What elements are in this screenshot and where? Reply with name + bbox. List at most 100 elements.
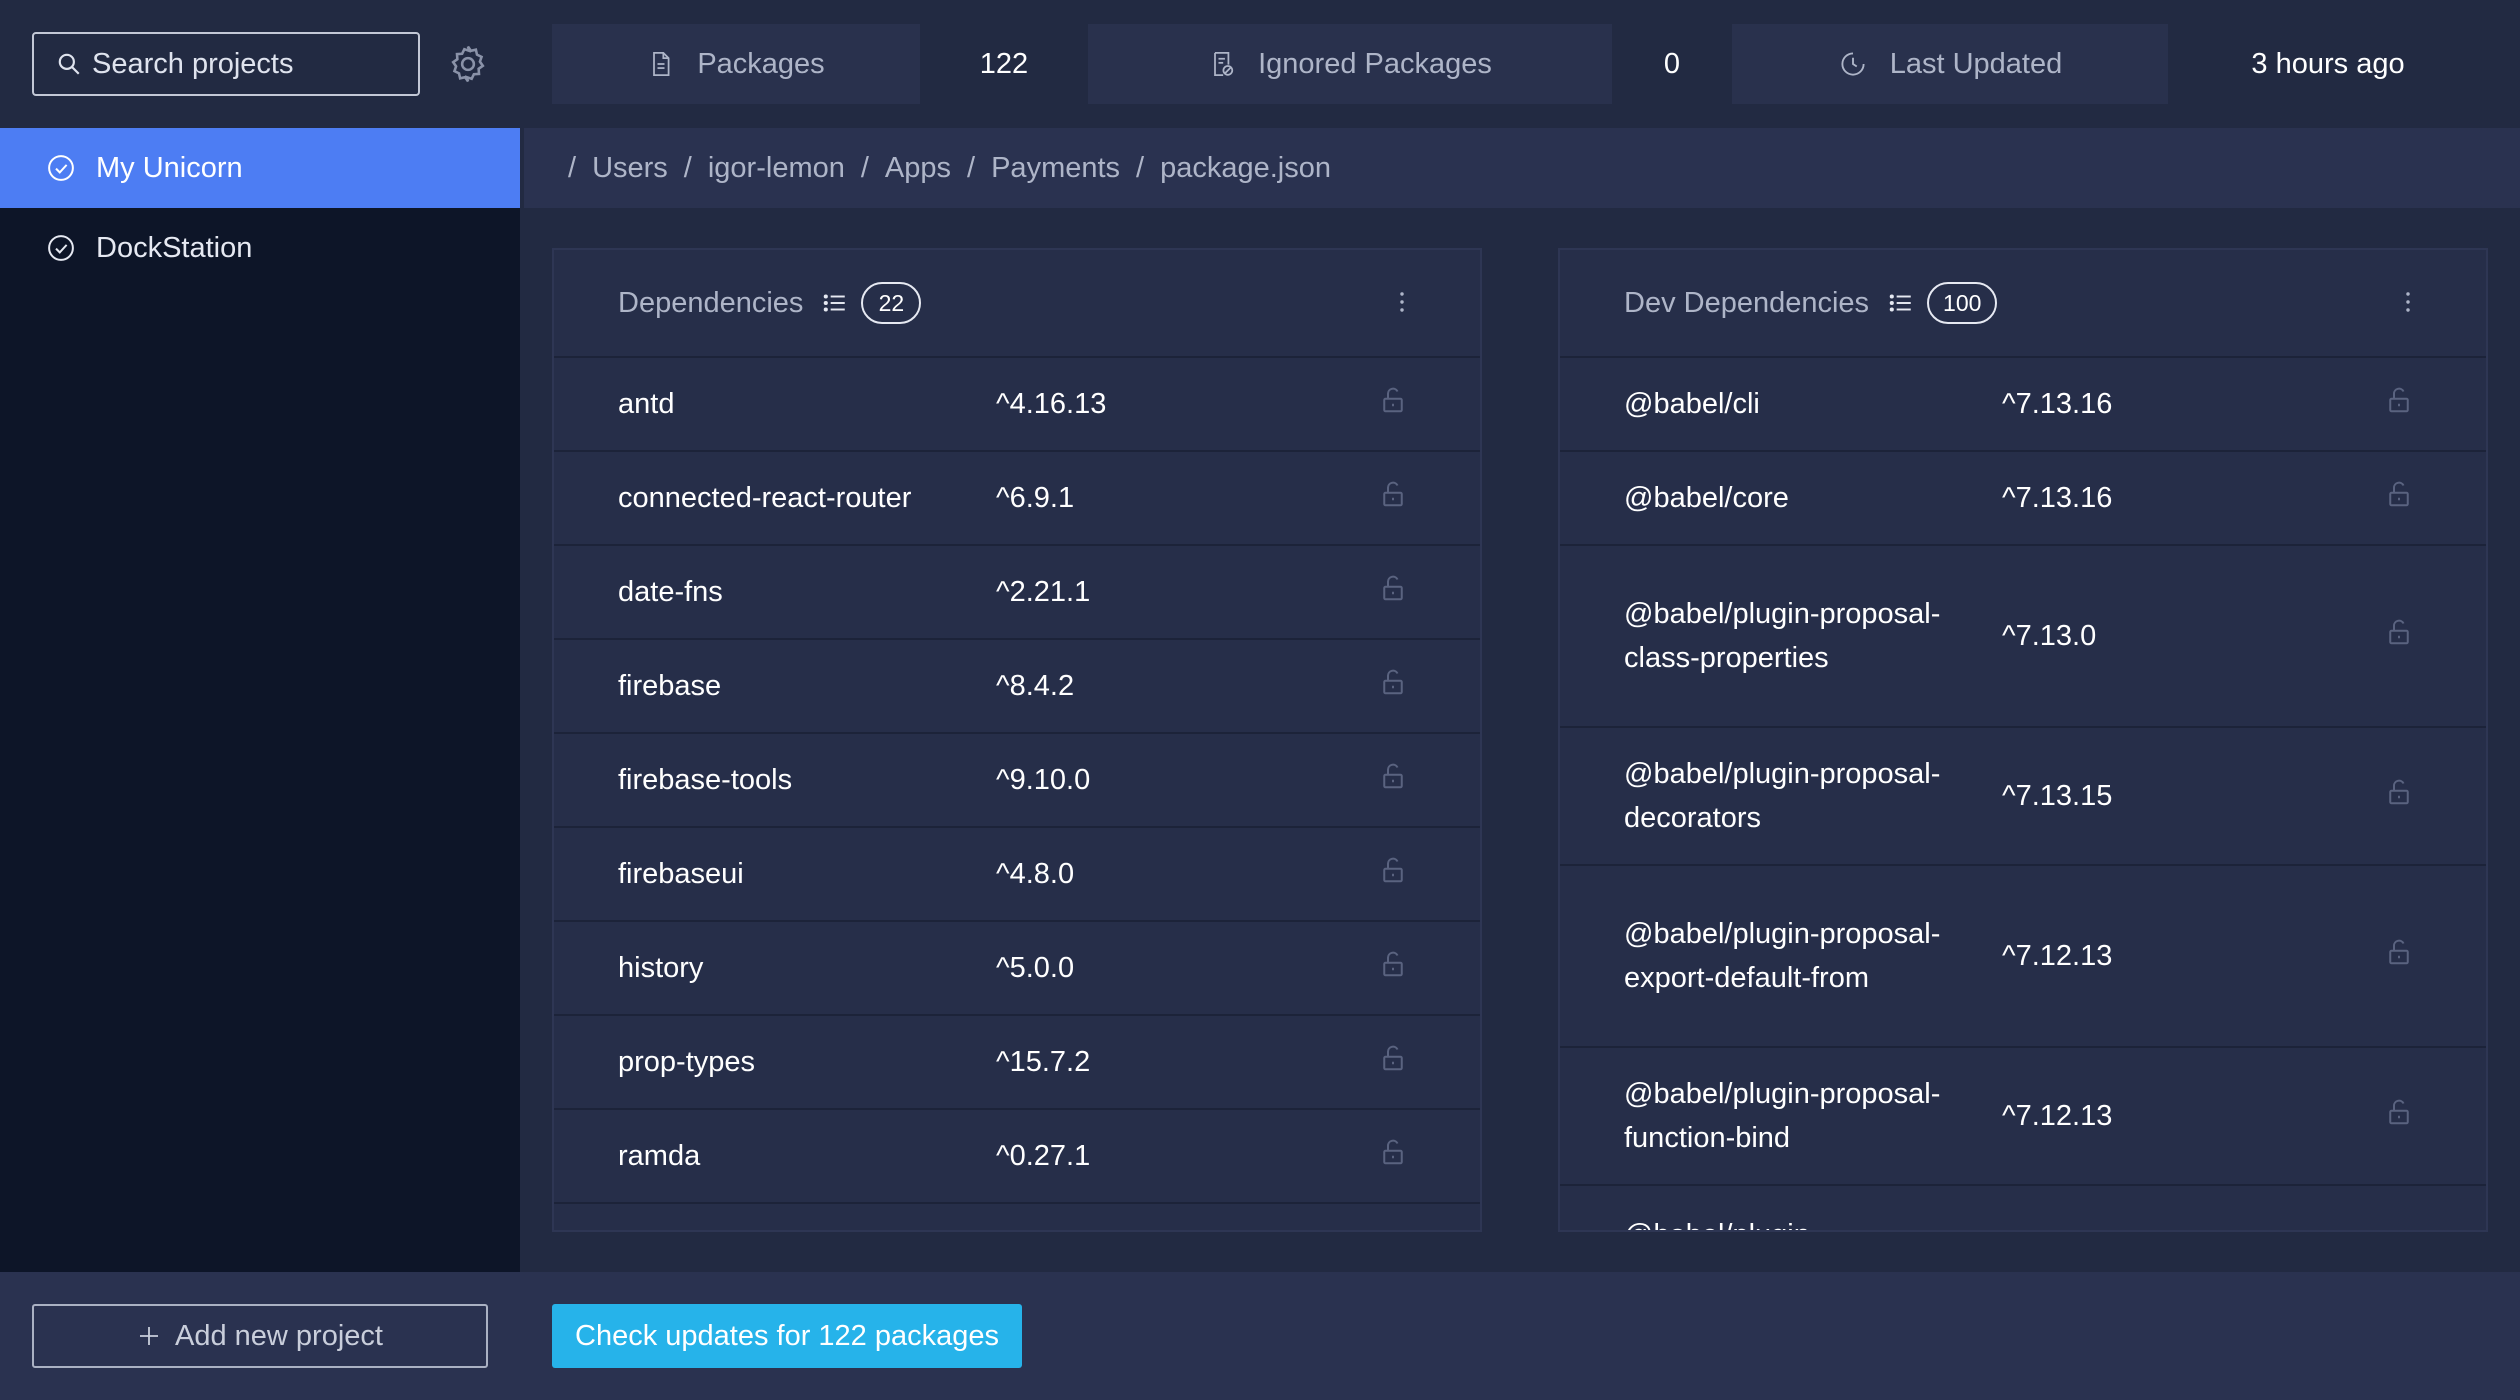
unlock-icon[interactable] (2386, 1097, 2412, 1135)
unlock-icon[interactable] (1380, 573, 1406, 611)
count-badge: 22 (861, 282, 922, 324)
ignored-stat-label: Ignored Packages (1088, 24, 1612, 104)
dependencies-header: Dependencies 22 (554, 250, 1480, 358)
unlock-icon[interactable] (1380, 667, 1406, 705)
unlock-icon[interactable] (1380, 385, 1406, 423)
package-row[interactable]: firebaseui ^4.8.0 (554, 828, 1480, 922)
ignored-stat-value: 0 (1612, 24, 1732, 104)
package-version: ^7.13.15 (2002, 779, 2113, 812)
unlock-icon[interactable] (2386, 617, 2412, 655)
package-version: ^7.12.13 (2002, 1099, 2113, 1132)
check-circle-icon (48, 155, 74, 181)
package-version: ^15.7.2 (996, 1045, 1091, 1078)
kebab-icon[interactable] (2402, 286, 2414, 318)
package-version: ^8.4.2 (996, 669, 1075, 702)
breadcrumb: / Users / igor-lemon / Apps / Payments /… (524, 128, 2520, 208)
package-version: ^9.10.0 (996, 763, 1091, 796)
unlock-icon[interactable] (1380, 949, 1406, 987)
panel-title: Dev Dependencies (1624, 286, 1870, 319)
gear-icon[interactable] (446, 42, 490, 86)
unlock-icon[interactable] (1380, 1137, 1406, 1175)
unlock-icon[interactable] (1380, 479, 1406, 517)
unlock-icon[interactable] (2386, 937, 2412, 975)
package-row[interactable]: firebase-tools ^9.10.0 (554, 734, 1480, 828)
package-row[interactable]: history ^5.0.0 (554, 922, 1480, 1016)
package-version: ^4.8.0 (996, 857, 1075, 890)
count-badge: 100 (1927, 282, 1998, 324)
unlock-icon[interactable] (1380, 1043, 1406, 1081)
breadcrumb-item[interactable]: Users (592, 151, 668, 184)
package-row[interactable]: @babel/plugin-proposal-decorators ^7.13.1… (1560, 728, 2486, 866)
sidebar-header: Search projects (0, 0, 520, 128)
add-project-button[interactable]: Add new project (32, 1304, 488, 1368)
dev-dependencies-list: @babel/cli ^7.13.16 @babel/core ^7.13.16 @ba… (1560, 358, 2486, 1230)
package-row[interactable]: @babel/plugin-proposal-function-bind ^7.1… (1560, 1048, 2486, 1186)
footer: Add new project Check updates for 122 pa… (0, 1272, 2520, 1400)
project-item-my-unicorn[interactable]: My Unicorn (0, 128, 520, 208)
package-row[interactable]: prop-types ^15.7.2 (554, 1016, 1480, 1110)
package-name: firebase-tools (618, 764, 793, 796)
kebab-icon[interactable] (1396, 286, 1408, 318)
package-version: ^7.13.16 (2002, 387, 2113, 420)
package-row[interactable]: @babel/core ^7.13.16 (1560, 452, 2486, 546)
stats-bar: Packages 122 Ignored Packages 0 Last Upd… (552, 24, 2488, 104)
updated-stat-label: Last Updated (1732, 24, 2168, 104)
package-row[interactable]: firebase ^8.4.2 (554, 640, 1480, 734)
search-input[interactable]: Search projects (32, 32, 420, 96)
package-row[interactable]: @babel/plugin-proposal-class-properties ^… (1560, 546, 2486, 728)
package-version: ^6.9.1 (996, 481, 1075, 514)
list-icon[interactable] (1887, 290, 1915, 316)
sidebar: Search projects My Unicorn DockStation (0, 0, 520, 1272)
project-item-dockstation[interactable]: DockStation (0, 208, 520, 288)
package-name: connected-react-router (618, 482, 912, 514)
breadcrumb-item[interactable]: Apps (884, 151, 952, 184)
package-row[interactable]: @babel/plugin- (1560, 1186, 2486, 1230)
package-version: ^7.13.16 (2002, 481, 2113, 514)
package-row[interactable]: @babel/cli ^7.13.16 (1560, 358, 2486, 452)
package-version: ^4.16.13 (996, 387, 1107, 420)
package-name: firebaseui (618, 858, 744, 890)
package-name: @babel/plugin-proposal-function-bind (1624, 1078, 1941, 1154)
unlock-icon[interactable] (2386, 777, 2412, 815)
package-name: date-fns (618, 576, 723, 608)
list-icon[interactable] (821, 290, 849, 316)
breadcrumb-item[interactable]: package.json (1160, 151, 1332, 184)
package-version: ^2.21.1 (996, 575, 1091, 608)
check-updates-button[interactable]: Check updates for 122 packages (552, 1304, 1022, 1368)
search-icon (58, 53, 80, 75)
unlock-icon[interactable] (2386, 385, 2412, 423)
package-name: history (618, 952, 704, 984)
package-name: @babel/plugin-proposal-export-default-fr… (1624, 918, 1941, 994)
dependencies-panel: Dependencies 22 antd ^4.16.13 connected-re… (552, 248, 1482, 1232)
package-version: ^5.0.0 (996, 951, 1075, 984)
file-icon (653, 52, 670, 76)
breadcrumb-item[interactable]: igor-lemon (707, 151, 845, 184)
packages-stat-label: Packages (552, 24, 920, 104)
unlock-icon[interactable] (1380, 855, 1406, 893)
project-label: DockStation (96, 231, 253, 264)
package-row[interactable]: antd ^4.16.13 (554, 358, 1480, 452)
package-name: antd (618, 388, 675, 420)
updated-stat-value: 3 hours ago (2168, 24, 2488, 104)
search-placeholder: Search projects (92, 47, 294, 80)
package-version: ^0.27.1 (996, 1139, 1091, 1172)
plus-icon (140, 1327, 159, 1345)
breadcrumb-item[interactable]: Payments (991, 151, 1121, 184)
package-name: @babel/core (1624, 482, 1789, 514)
package-name: @babel/plugin-proposal-decorators (1624, 758, 1941, 834)
package-version: ^7.13.0 (2002, 619, 2097, 652)
package-row[interactable]: @babel/plugin-proposal-export-default-fr… (1560, 866, 2486, 1048)
package-version: ^7.12.13 (2002, 939, 2113, 972)
unlock-icon[interactable] (1380, 761, 1406, 799)
package-name: @babel/plugin- (1624, 1213, 1820, 1230)
unlock-icon[interactable] (2386, 479, 2412, 517)
panel-title: Dependencies (618, 286, 804, 319)
package-row[interactable]: ramda ^0.27.1 (554, 1110, 1480, 1204)
dev-dependencies-panel: Dev Dependencies 100 @babel/cli ^7.13.16 @… (1558, 248, 2488, 1232)
package-name: @babel/cli (1624, 388, 1760, 420)
packages-stat-value: 122 (920, 24, 1088, 104)
package-row[interactable]: connected-react-router ^6.9.1 (554, 452, 1480, 546)
dev-dependencies-header: Dev Dependencies 100 (1560, 250, 2486, 358)
dependencies-list: antd ^4.16.13 connected-react-router ^6.9.1… (554, 358, 1480, 1204)
package-row[interactable]: date-fns ^2.21.1 (554, 546, 1480, 640)
